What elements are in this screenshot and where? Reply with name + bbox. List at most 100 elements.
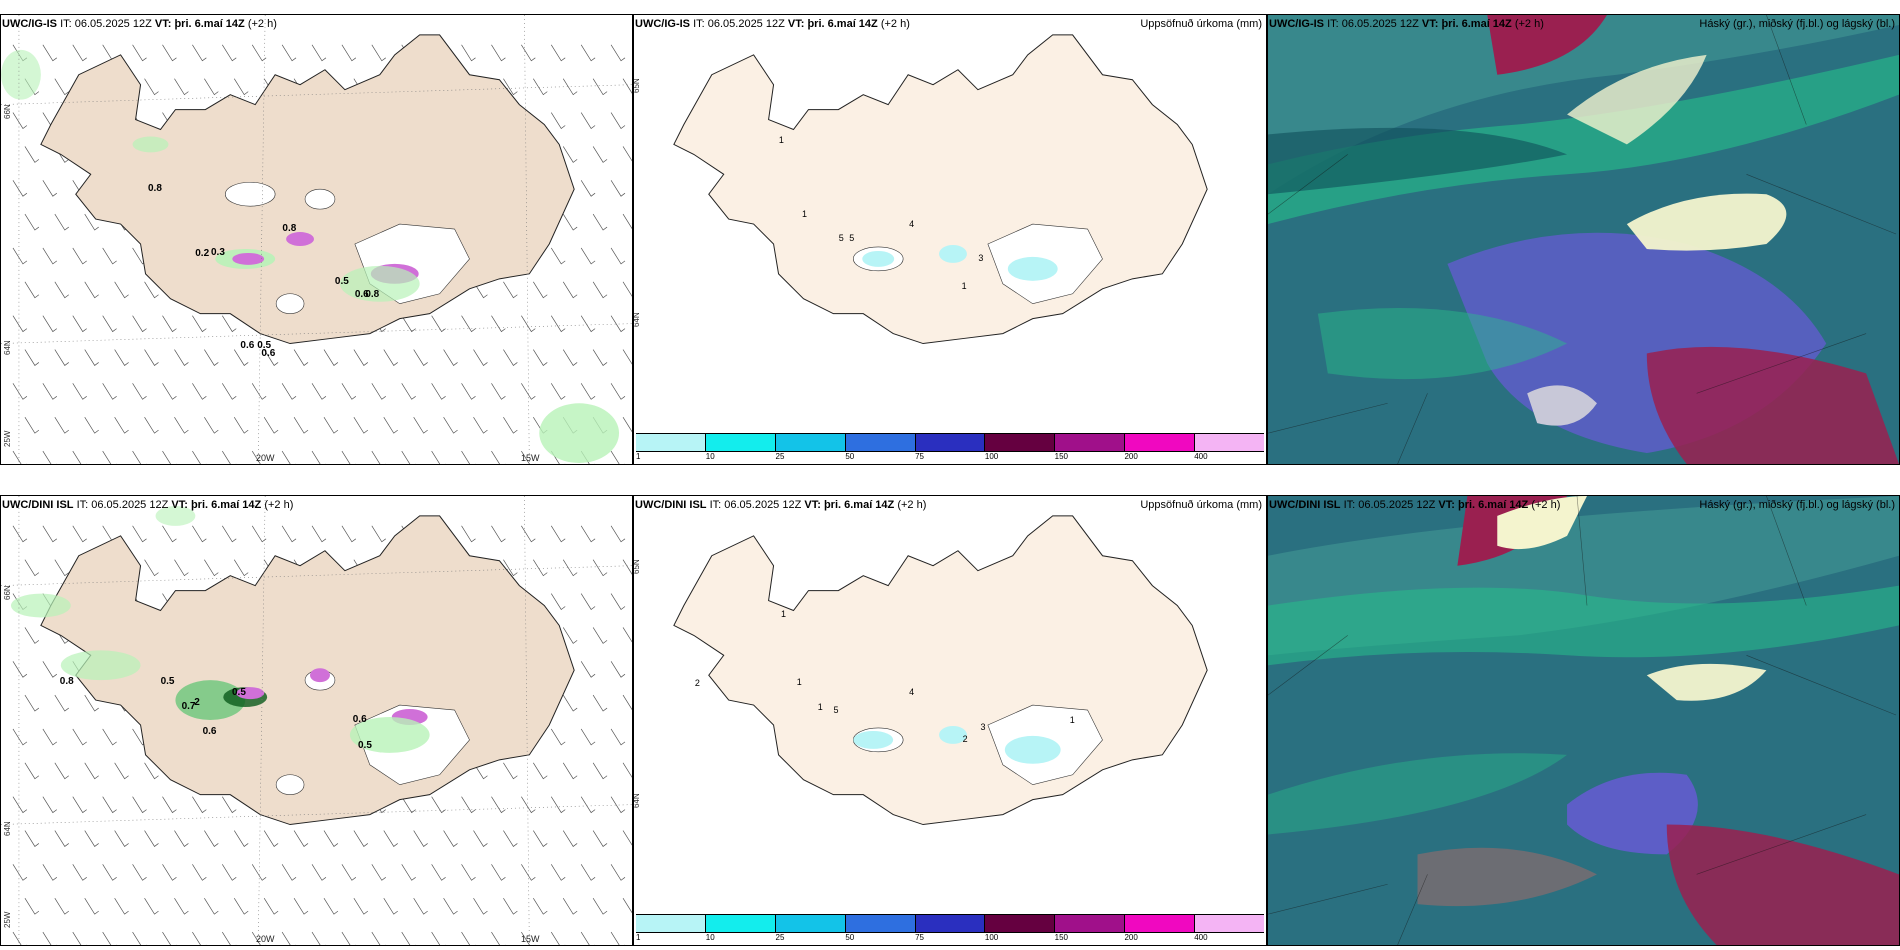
wind-barb (413, 349, 428, 366)
wind-barb (592, 762, 608, 780)
wind-barb (610, 796, 626, 814)
wind-barb (461, 864, 476, 881)
wind-value-label: 0.8 (282, 223, 297, 234)
wind-barb (461, 796, 476, 814)
precip-value-label: 4 (909, 687, 915, 697)
wind-barb (12, 796, 28, 814)
wind-barb (24, 146, 40, 163)
cloud-map-bottom[interactable] (1268, 496, 1899, 945)
precip-value-label: 1 (1069, 715, 1075, 725)
wind-barb (251, 864, 267, 881)
wind-barb (503, 762, 518, 780)
wind-barb (521, 796, 536, 814)
wind-map-panel-top: UWC/IG-IS IT: 06.05.2025 12Z VT: þri. 6.… (0, 14, 633, 465)
wind-barb (592, 281, 608, 299)
legend-tick-label: 50 (845, 933, 855, 942)
wind-barb (12, 315, 28, 333)
wind-barb (323, 417, 339, 434)
wind-barb (222, 450, 237, 464)
precip-legend (636, 914, 1265, 933)
wind-barb (622, 146, 632, 162)
wind-barb (401, 796, 416, 814)
wind-barb (622, 559, 632, 575)
wind-value-label: 0.6 (354, 289, 369, 300)
wind-barb (341, 383, 357, 400)
wind-barb (562, 830, 578, 847)
precip-map-panel-bottom: UWC/DINI ISL IT: 06.05.2025 12Z VT: þri.… (633, 495, 1267, 946)
precip-value-label: 1 (961, 281, 967, 291)
wind-barb (132, 796, 147, 814)
wind-barb (12, 661, 28, 678)
wind-barb (580, 247, 596, 265)
wind-barb (622, 627, 632, 643)
wind-barb (371, 44, 386, 62)
wind-barb (562, 898, 578, 915)
wind-barb (12, 247, 28, 265)
wind-barb (622, 762, 632, 778)
wind-barb (144, 417, 159, 434)
wind-value-label: 0.5 (160, 676, 175, 687)
wind-barb (251, 450, 267, 464)
wind-barb (144, 898, 159, 915)
wind-map-bottom[interactable] (1, 496, 632, 945)
wind-barb (42, 864, 58, 881)
wind-barb (592, 830, 608, 847)
cloud-map-top[interactable] (1268, 15, 1899, 464)
legend-swatch (705, 434, 776, 451)
wind-barb (533, 830, 548, 847)
wind-barb (222, 931, 237, 945)
wind-barb (610, 112, 626, 130)
legend-swatch (1195, 434, 1265, 451)
legend-swatch (1125, 434, 1196, 451)
wind-barb (521, 931, 536, 945)
precip-value-label: 1 (817, 702, 823, 712)
wind-barb (281, 44, 297, 62)
wind-barb (473, 281, 488, 299)
legend-swatch (775, 434, 846, 451)
precip-map-top[interactable] (634, 15, 1266, 464)
wind-barb (580, 661, 596, 678)
legend-tick-label: 100 (984, 933, 999, 942)
wind-barb (12, 728, 28, 746)
wind-barb (610, 525, 626, 543)
wind-barb (550, 247, 566, 265)
wind-barb (550, 593, 566, 611)
wind-barb (162, 931, 177, 945)
wind-barb (431, 450, 446, 464)
wind-barb (42, 450, 57, 464)
wind-barb (192, 450, 207, 464)
wind-barb (521, 525, 536, 543)
lon-label-15: 15W (521, 453, 540, 463)
wind-barb (473, 762, 488, 780)
legend-tick-label: 200 (1124, 452, 1138, 461)
wind-barb (114, 349, 129, 366)
wind-barb (371, 450, 386, 464)
wind-barb (192, 383, 207, 400)
wind-barb (72, 450, 87, 464)
legend-tick-label: 75 (915, 452, 925, 461)
wind-barb (174, 78, 189, 96)
wind-barb (383, 830, 398, 847)
wind-barb (84, 898, 99, 915)
wind-barb (263, 417, 279, 434)
lon-label-20: 20W (256, 934, 275, 944)
lon-label-15: 15W (521, 934, 540, 944)
wind-barb (54, 417, 69, 434)
wind-barb (84, 349, 99, 366)
legend-swatch (1055, 915, 1126, 932)
wind-map-top[interactable] (1, 15, 632, 464)
precip-value-label: 1 (796, 677, 802, 687)
wind-barb (24, 694, 40, 712)
wind-barb (162, 450, 177, 464)
wind-barb (550, 383, 566, 400)
wind-barb (204, 78, 219, 96)
wind-barb (293, 349, 309, 366)
wind-barb (401, 383, 416, 400)
precip-map-bottom[interactable] (634, 496, 1266, 945)
precip-value-label: 5 (838, 233, 844, 243)
wind-barb (132, 450, 147, 464)
legend-tick-label: 25 (775, 933, 785, 942)
wind-barb (461, 450, 476, 464)
wind-barb (521, 315, 536, 333)
wind-barb (132, 525, 147, 543)
